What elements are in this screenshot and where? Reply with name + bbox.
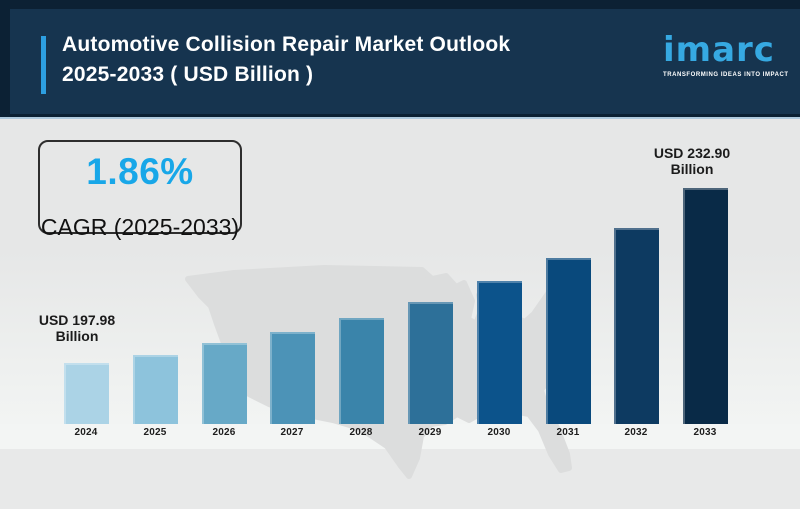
- imarc-logo: imarc TRANSFORMING IDEAS INTO IMPACT: [663, 30, 789, 78]
- header-divider: [0, 117, 800, 119]
- x-tick-2030: 2030: [487, 427, 511, 438]
- x-tick-2027: 2027: [280, 427, 304, 438]
- bar-2024: [63, 363, 109, 424]
- x-tick-2028: 2028: [349, 427, 373, 438]
- last-bar-value-line-2: Billion: [670, 161, 714, 177]
- page-title: Automotive Collision Repair Market Outlo…: [62, 30, 510, 90]
- imarc-logo-tagline: TRANSFORMING IDEAS INTO IMPACT: [663, 72, 789, 78]
- last-bar-value-label: USD 232.90 Billion: [627, 145, 757, 177]
- page-title-line-1: Automotive Collision Repair Market Outlo…: [62, 33, 511, 56]
- bar-2033: [682, 188, 728, 424]
- bar-2025: [132, 355, 178, 424]
- x-tick-2031: 2031: [556, 427, 580, 438]
- bar-2031: [545, 258, 591, 424]
- x-tick-2026: 2026: [212, 427, 236, 438]
- x-tick-2032: 2032: [624, 427, 648, 438]
- x-tick-2033: 2033: [693, 427, 717, 438]
- title-accent-bar: [41, 36, 46, 94]
- x-tick-2029: 2029: [418, 427, 442, 438]
- infographic-page: Automotive Collision Repair Market Outlo…: [0, 0, 800, 479]
- first-bar-value-label: USD 197.98 Billion: [12, 312, 142, 344]
- x-tick-2024: 2024: [74, 427, 98, 438]
- bar-2030: [476, 281, 522, 424]
- cagr-box: 1.86% CAGR (2025-2033): [38, 140, 242, 240]
- bar-2029: [407, 302, 453, 424]
- bar-2026: [201, 343, 247, 424]
- header: Automotive Collision Repair Market Outlo…: [0, 0, 800, 117]
- bar-2028: [338, 318, 384, 424]
- cagr-label: CAGR (2025-2033): [40, 214, 240, 240]
- x-tick-2025: 2025: [143, 427, 167, 438]
- imarc-logo-wordmark: imarc: [663, 30, 775, 70]
- bar-2027: [269, 332, 315, 424]
- cagr-value: 1.86%: [86, 151, 194, 192]
- last-bar-value-line-1: USD 232.90: [653, 145, 731, 161]
- bar-2032: [613, 228, 659, 424]
- bars-group: 2024 2025 2026 2027 2028 2029 2030 2031 2032 2033: [63, 188, 728, 438]
- first-bar-value-line-2: Billion: [55, 328, 99, 344]
- first-bar-value-line-1: USD 197.98: [38, 312, 116, 328]
- page-title-line-2: 2025-2033 ( USD Billion ): [62, 63, 314, 86]
